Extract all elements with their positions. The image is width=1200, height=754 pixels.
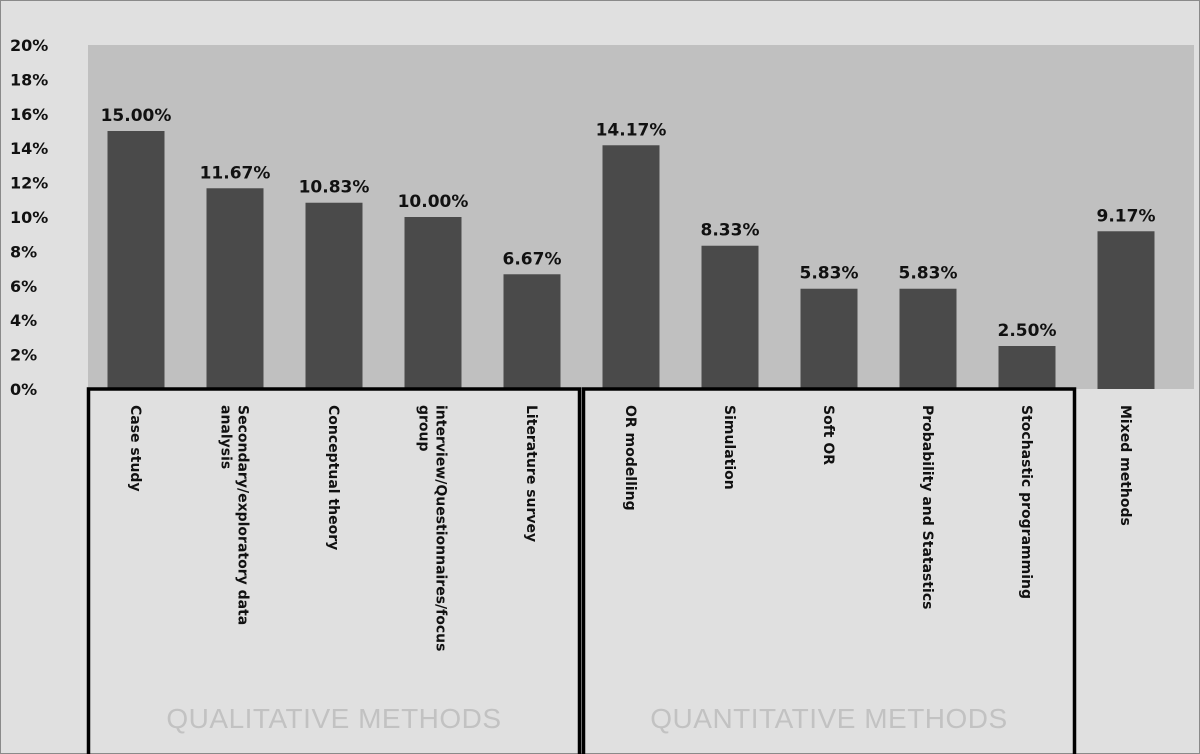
data-label: 10.83% [299, 178, 370, 198]
data-labels: 15.00% 11.67% 10.83% 10.00% 6.67% 14.17% 8.33%… [101, 106, 1156, 341]
method-groups: QUALITATIVE METHODS QUANTITATIVE METHODS [86, 387, 1077, 754]
y-tick-label: 14% [10, 139, 48, 158]
bar [998, 346, 1056, 389]
data-label: 5.83% [899, 264, 958, 284]
data-label: 8.33% [701, 221, 760, 241]
data-label: 9.17% [1097, 206, 1156, 226]
bar [701, 245, 759, 389]
y-tick-label: 16% [10, 105, 48, 124]
bar [404, 217, 462, 389]
y-tick-label: 12% [10, 174, 48, 193]
y-tick-label: 6% [10, 277, 37, 296]
data-label: 6.67% [503, 249, 562, 269]
category-label: Probability and Statastics [919, 405, 935, 610]
bar [305, 202, 363, 389]
category-label: OR modelling [622, 405, 638, 511]
category-label: Simulation [721, 405, 737, 490]
y-tick-label: 4% [10, 311, 37, 330]
y-tick-label: 20% [10, 36, 48, 55]
group-label: QUANTITATIVE METHODS [650, 703, 1007, 734]
category-label: Soft OR [820, 405, 836, 465]
category-label: analysis [218, 405, 234, 469]
category-label: Secondary/exploratory data [235, 405, 251, 625]
y-tick-label: 8% [10, 242, 37, 261]
bar [1097, 231, 1155, 389]
category-label: group [416, 405, 432, 452]
y-tick-label: 18% [10, 70, 48, 89]
y-tick-label: 2% [10, 346, 37, 365]
category-label: interview/Questionnaires/focus [433, 405, 449, 651]
y-axis: 0% 2% 4% 6% 8% 10% 12% 14% 16% 18% 20% [10, 36, 48, 399]
category-label: Case study [127, 405, 143, 492]
category-label: Literature survey [523, 405, 539, 542]
bar [800, 288, 858, 389]
category-label: Mixed methods [1117, 405, 1133, 526]
data-label: 10.00% [398, 192, 469, 212]
group-box [86, 387, 582, 754]
data-label: 2.50% [998, 321, 1057, 341]
data-label: 5.83% [800, 264, 859, 284]
bar [899, 288, 957, 389]
x-axis-categories: Case study Secondary/exploratory dataanal… [127, 405, 1133, 651]
bar [602, 145, 660, 389]
bar [206, 188, 264, 389]
bar [503, 274, 561, 389]
data-label: 15.00% [101, 106, 172, 126]
category-label: Conceptual theory [325, 405, 341, 550]
group-box [581, 387, 1077, 754]
y-tick-label: 10% [10, 208, 48, 227]
data-label: 11.67% [200, 163, 271, 183]
category-label: Stochastic programming [1018, 405, 1034, 599]
y-tick-label: 0% [10, 380, 37, 399]
data-label: 14.17% [596, 120, 667, 140]
group-label: QUALITATIVE METHODS [166, 703, 501, 734]
bar [107, 131, 165, 389]
bars [107, 131, 1155, 389]
